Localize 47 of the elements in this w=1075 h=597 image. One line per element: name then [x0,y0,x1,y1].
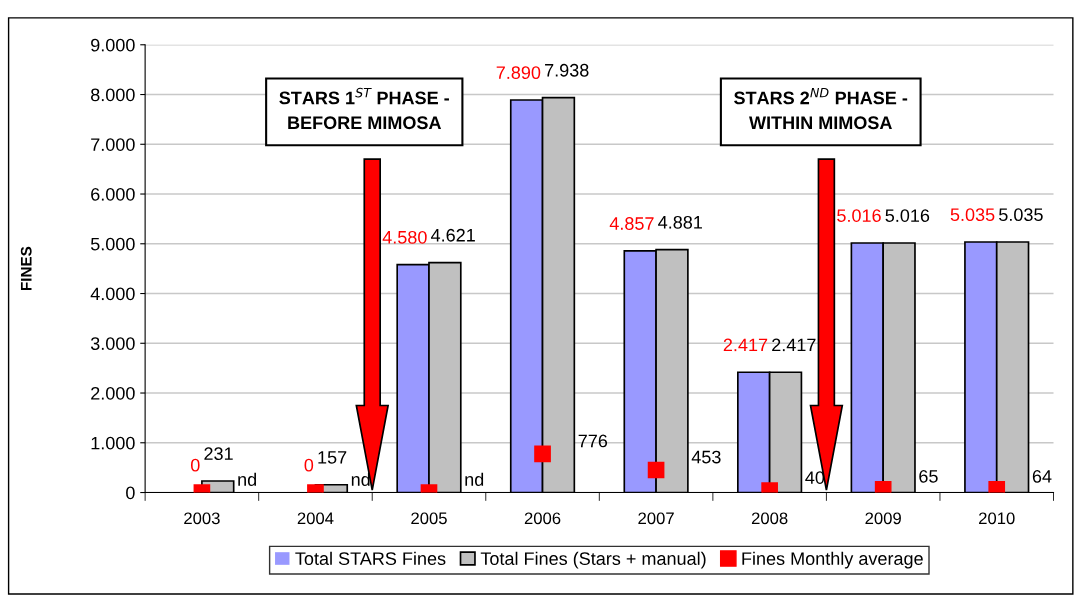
y-tick-label: 5.000 [90,237,135,251]
x-tick-label: 2006 [524,512,561,525]
data-label: 5.016 [885,209,930,222]
x-tick-label: 2008 [751,512,788,525]
data-label: 0 [304,458,314,472]
data-label: 157 [318,451,347,464]
x-tick-label: 2009 [865,512,901,525]
y-tick-label: 4.000 [90,287,135,301]
data-label: 7.890 [496,66,541,80]
data-label: 5.035 [950,208,995,222]
data-label: 2.417 [772,338,816,352]
data-label: 4.580 [382,230,427,244]
data-label: 64 [1032,470,1052,483]
data-label: 5.016 [837,209,881,222]
data-label: nd [238,472,257,486]
x-tick-label: 2004 [297,512,334,525]
x-tick-label: 2010 [979,512,1015,525]
data-label: nd [465,472,484,486]
data-label: 40 [805,471,825,484]
data-label: 5.035 [999,208,1043,222]
y-tick-label: 0 [126,486,135,500]
data-label: 231 [204,447,233,461]
data-label: 2.417 [723,338,768,352]
data-label: 7.938 [545,63,589,77]
y-tick-label: 1.000 [91,436,135,450]
data-label: 4.881 [658,215,702,229]
legend-label: Total STARS Fines [295,551,446,566]
data-label: 776 [578,434,608,448]
data-label: 453 [691,450,721,464]
y-tick-label: 8.000 [91,88,135,102]
legend-label: Total Fines (Stars + manual) [480,551,706,569]
data-label: 4.621 [431,228,475,242]
data-label: 65 [919,469,938,483]
annotation: STARS 1$^{ST}$ PHASE - BEFORE MIMOSA [279,87,449,130]
legend-label: Fines Monthly average [742,551,923,569]
x-tick-label: 2007 [638,512,674,525]
x-tick-label: 2003 [184,512,220,525]
y-tick-label: 2.000 [91,386,135,400]
y-axis-title: FINES [20,246,32,291]
y-tick-label: 3.000 [90,337,135,350]
data-label: 0 [190,458,200,472]
annotation: STARS 2$^{ND}$ PHASE - WITHIN MIMOSA [734,88,908,130]
y-tick-label: 7.000 [91,138,135,151]
data-label: 4.857 [609,217,654,230]
y-tick-label: 6.000 [91,187,135,201]
x-tick-label: 2005 [411,512,447,525]
y-tick-label: 9.000 [91,38,135,52]
